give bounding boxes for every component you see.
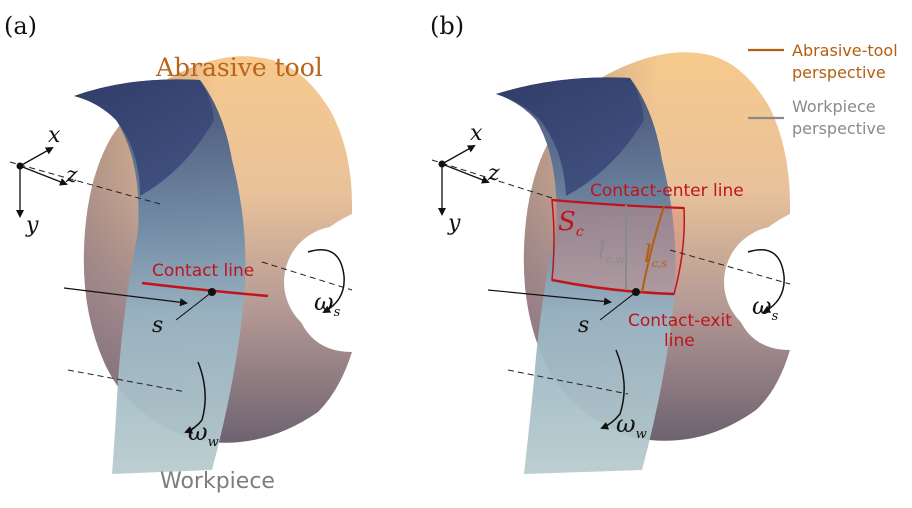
dashed-axis-lower-a	[67, 369, 187, 393]
dashed-axis-right-b	[669, 249, 791, 285]
axis-z-label-a: z	[65, 163, 78, 188]
panel-a-label: (a)	[4, 12, 37, 40]
dashed-axis-upper-b	[431, 159, 553, 199]
dashed-axis-upper-a	[9, 161, 161, 205]
abrasive-tool-label: Abrasive tool	[155, 53, 323, 82]
workpiece-label: Workpiece	[160, 469, 275, 494]
panel-b: (b) x z y	[430, 12, 836, 474]
legend-tool-line2: perspective	[792, 63, 886, 82]
legend-tool-line1: Abrasive-tool	[792, 41, 898, 60]
contact-enter-label: Contact-enter line	[590, 181, 744, 201]
workpiece-b	[496, 77, 676, 474]
panel-a: (a) x z y Contact line	[4, 12, 396, 494]
contact-line-label: Contact line	[152, 261, 254, 281]
omega-w-arrow-a	[184, 361, 206, 434]
lcs-label: lc,s	[644, 240, 667, 270]
contact-exit-label-line2: line	[664, 331, 695, 351]
s-arrow-b	[487, 289, 612, 306]
coordinate-frame-a: x z y	[16, 123, 78, 238]
dashed-axis-lower-b	[507, 369, 629, 395]
lcw-label: lc,w	[598, 236, 625, 266]
legend: Abrasive-tool perspective Workpiece pers…	[748, 41, 898, 138]
omega-s-label-b: ωs	[752, 292, 779, 324]
dashed-axis-right-a	[261, 261, 353, 291]
axis-y-label-a: y	[25, 213, 39, 238]
s-arrow-a	[63, 287, 188, 307]
omega-s-arrow-a	[307, 249, 345, 313]
axis-x-label-b: x	[470, 121, 483, 146]
axis-y-label-b: y	[447, 211, 461, 236]
contact-enter-line	[551, 198, 685, 210]
axis-z-label-b: z	[487, 161, 500, 186]
omega-w-arrow-b	[600, 349, 625, 430]
coordinate-frame-b: x z y	[438, 121, 500, 236]
axis-x-label-a: x	[48, 123, 61, 148]
omega-s-arrow-b	[747, 249, 785, 313]
s-label-b: s	[578, 313, 589, 338]
sc-label: Sc	[558, 207, 584, 240]
omega-w-label-a: ωw	[188, 418, 219, 450]
panel-b-label: (b)	[430, 12, 464, 40]
contact-exit-label-line1: Contact-exit	[628, 311, 732, 331]
tool-perspective-line	[641, 205, 665, 293]
omega-w-label-b: ωw	[616, 410, 647, 442]
legend-workpiece-line2: perspective	[792, 119, 886, 138]
s-leader-b	[599, 291, 637, 321]
s-leader-a	[175, 291, 213, 321]
contact-line-a	[141, 281, 269, 298]
s-label-a: s	[152, 313, 163, 338]
omega-s-label-a: ωs	[314, 288, 341, 320]
contact-exit-line	[551, 278, 675, 296]
legend-workpiece-line1: Workpiece	[792, 97, 876, 116]
